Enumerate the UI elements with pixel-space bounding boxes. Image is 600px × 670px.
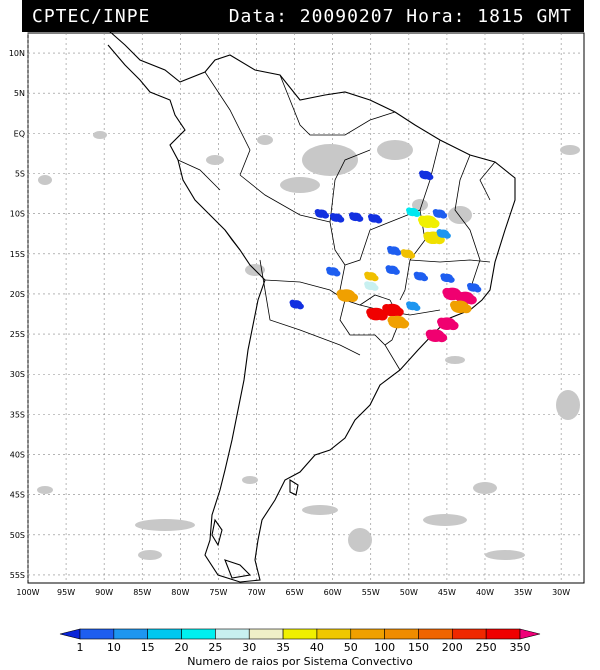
convective-system (406, 301, 421, 311)
convective-system (329, 212, 345, 223)
convective-system (367, 213, 383, 224)
lat-tick-label: 50S (10, 531, 25, 540)
colorbar-tick-label: 350 (510, 641, 531, 654)
lon-tick-label: 40W (476, 588, 494, 597)
cloud-cover (37, 131, 580, 560)
colorbar-tick-label: 50 (344, 641, 358, 654)
colorbar-swatch (384, 628, 419, 640)
convective-system (336, 289, 359, 303)
colorbar-swatch (79, 628, 115, 640)
lon-tick-label: 55W (362, 588, 380, 597)
convective-system (432, 208, 448, 219)
lat-tick-label: 10N (9, 49, 25, 58)
convective-systems (289, 170, 482, 343)
lat-tick-label: 35S (10, 410, 25, 419)
colorbar-swatch (147, 628, 182, 640)
colorbar-swatch (181, 628, 216, 640)
colorbar-swatch (418, 628, 453, 640)
lon-tick-label: 70W (247, 588, 265, 597)
convective-system (364, 271, 379, 282)
lon-tick-label: 30W (552, 588, 570, 597)
agency-label: CPTEC/INPE (32, 6, 151, 27)
lon-tick-label: 65W (286, 588, 304, 597)
lat-tick-label: 25S (10, 330, 25, 339)
lat-tick-label: 20S (10, 290, 25, 299)
convective-system (413, 271, 429, 282)
lat-tick-label: 5S (15, 170, 25, 179)
lat-tick-label: 5N (14, 89, 25, 98)
convective-system (326, 266, 341, 277)
lon-tick-label: 75W (209, 588, 227, 597)
lon-tick-label: 100W (16, 588, 39, 597)
colorbar-tick-label: 200 (442, 641, 463, 654)
header-bar: CPTEC/INPE Data: 20090207 Hora: 1815 GMT (22, 0, 584, 32)
colorbar-title: Numero de raios por Sistema Convectivo (187, 655, 413, 668)
map-frame (27, 32, 585, 584)
convective-system (449, 300, 472, 314)
colorbar-tick-label: 250 (476, 641, 497, 654)
colorbar-tick-label: 20 (175, 641, 189, 654)
colorbar-swatch (113, 628, 148, 640)
convective-system (417, 215, 440, 229)
convective-system (425, 329, 448, 343)
convective-system (314, 208, 330, 219)
lon-tick-label: 35W (514, 588, 532, 597)
colorbar-tick-label: 40 (310, 641, 324, 654)
convective-system (437, 317, 459, 331)
convective-system (436, 229, 451, 239)
convective-system (406, 207, 421, 218)
convective-system (466, 282, 482, 293)
lon-tick-label: 50W (400, 588, 418, 597)
datetime-label: Data: 20090207 Hora: 1815 GMT (228, 6, 572, 27)
convective-system (385, 265, 400, 275)
convective-system (440, 273, 455, 283)
colorbar-tick-label: 35 (276, 641, 290, 654)
colorbar-tick-label: 1 (77, 641, 84, 654)
lat-tick-label: 45S (10, 491, 25, 500)
lat-tick-label: 40S (10, 451, 25, 460)
lon-tick-label: 85W (133, 588, 151, 597)
colorbar-swatch (350, 628, 385, 640)
lat-tick-label: EQ (14, 129, 25, 138)
convective-system (382, 303, 404, 317)
lon-tick-label: 95W (57, 588, 75, 597)
convective-system (348, 212, 364, 222)
convective-system (364, 281, 379, 291)
convective-system (387, 315, 410, 329)
convective-system (418, 170, 434, 181)
coastlines (107, 29, 516, 583)
colorbar-swatch (316, 628, 352, 640)
convective-system (386, 245, 402, 256)
lat-tick-label: 15S (10, 250, 25, 259)
colorbar-tick-label: 25 (208, 641, 222, 654)
colorbar-tick-label: 150 (408, 641, 429, 654)
lat-tick-label: 55S (10, 571, 25, 580)
lat-tick-label: 10S (10, 210, 25, 219)
colorbar-tick-label: 15 (141, 641, 155, 654)
lon-tick-label: 45W (438, 588, 456, 597)
colorbar-tick-label: 30 (242, 641, 256, 654)
colorbar-swatch (215, 628, 250, 640)
lat-tick-label: 30S (10, 370, 25, 379)
colorbar-swatch (485, 628, 521, 640)
colorbar-tick-label: 100 (374, 641, 395, 654)
colorbar-swatch (519, 628, 541, 640)
convective-system (400, 249, 416, 259)
colorbar-swatch (282, 628, 318, 640)
colorbar-swatch (452, 628, 487, 640)
lon-tick-label: 90W (95, 588, 113, 597)
lon-tick-label: 60W (324, 588, 342, 597)
lon-tick-label: 80W (171, 588, 189, 597)
colorbar-tick-label: 10 (107, 641, 121, 654)
colorbar-swatch (59, 628, 81, 640)
convective-system (289, 299, 304, 310)
colorbar: 1 10 15 20 25 30 35 40 50 100 150 200 250 350 (59, 628, 541, 654)
colorbar-swatch (248, 628, 284, 640)
axis-ticks: 10N 5N EQ 5S 10S 15S 20S 25S 30S 35S 40S 45S 50S 55S 1… (9, 49, 570, 597)
